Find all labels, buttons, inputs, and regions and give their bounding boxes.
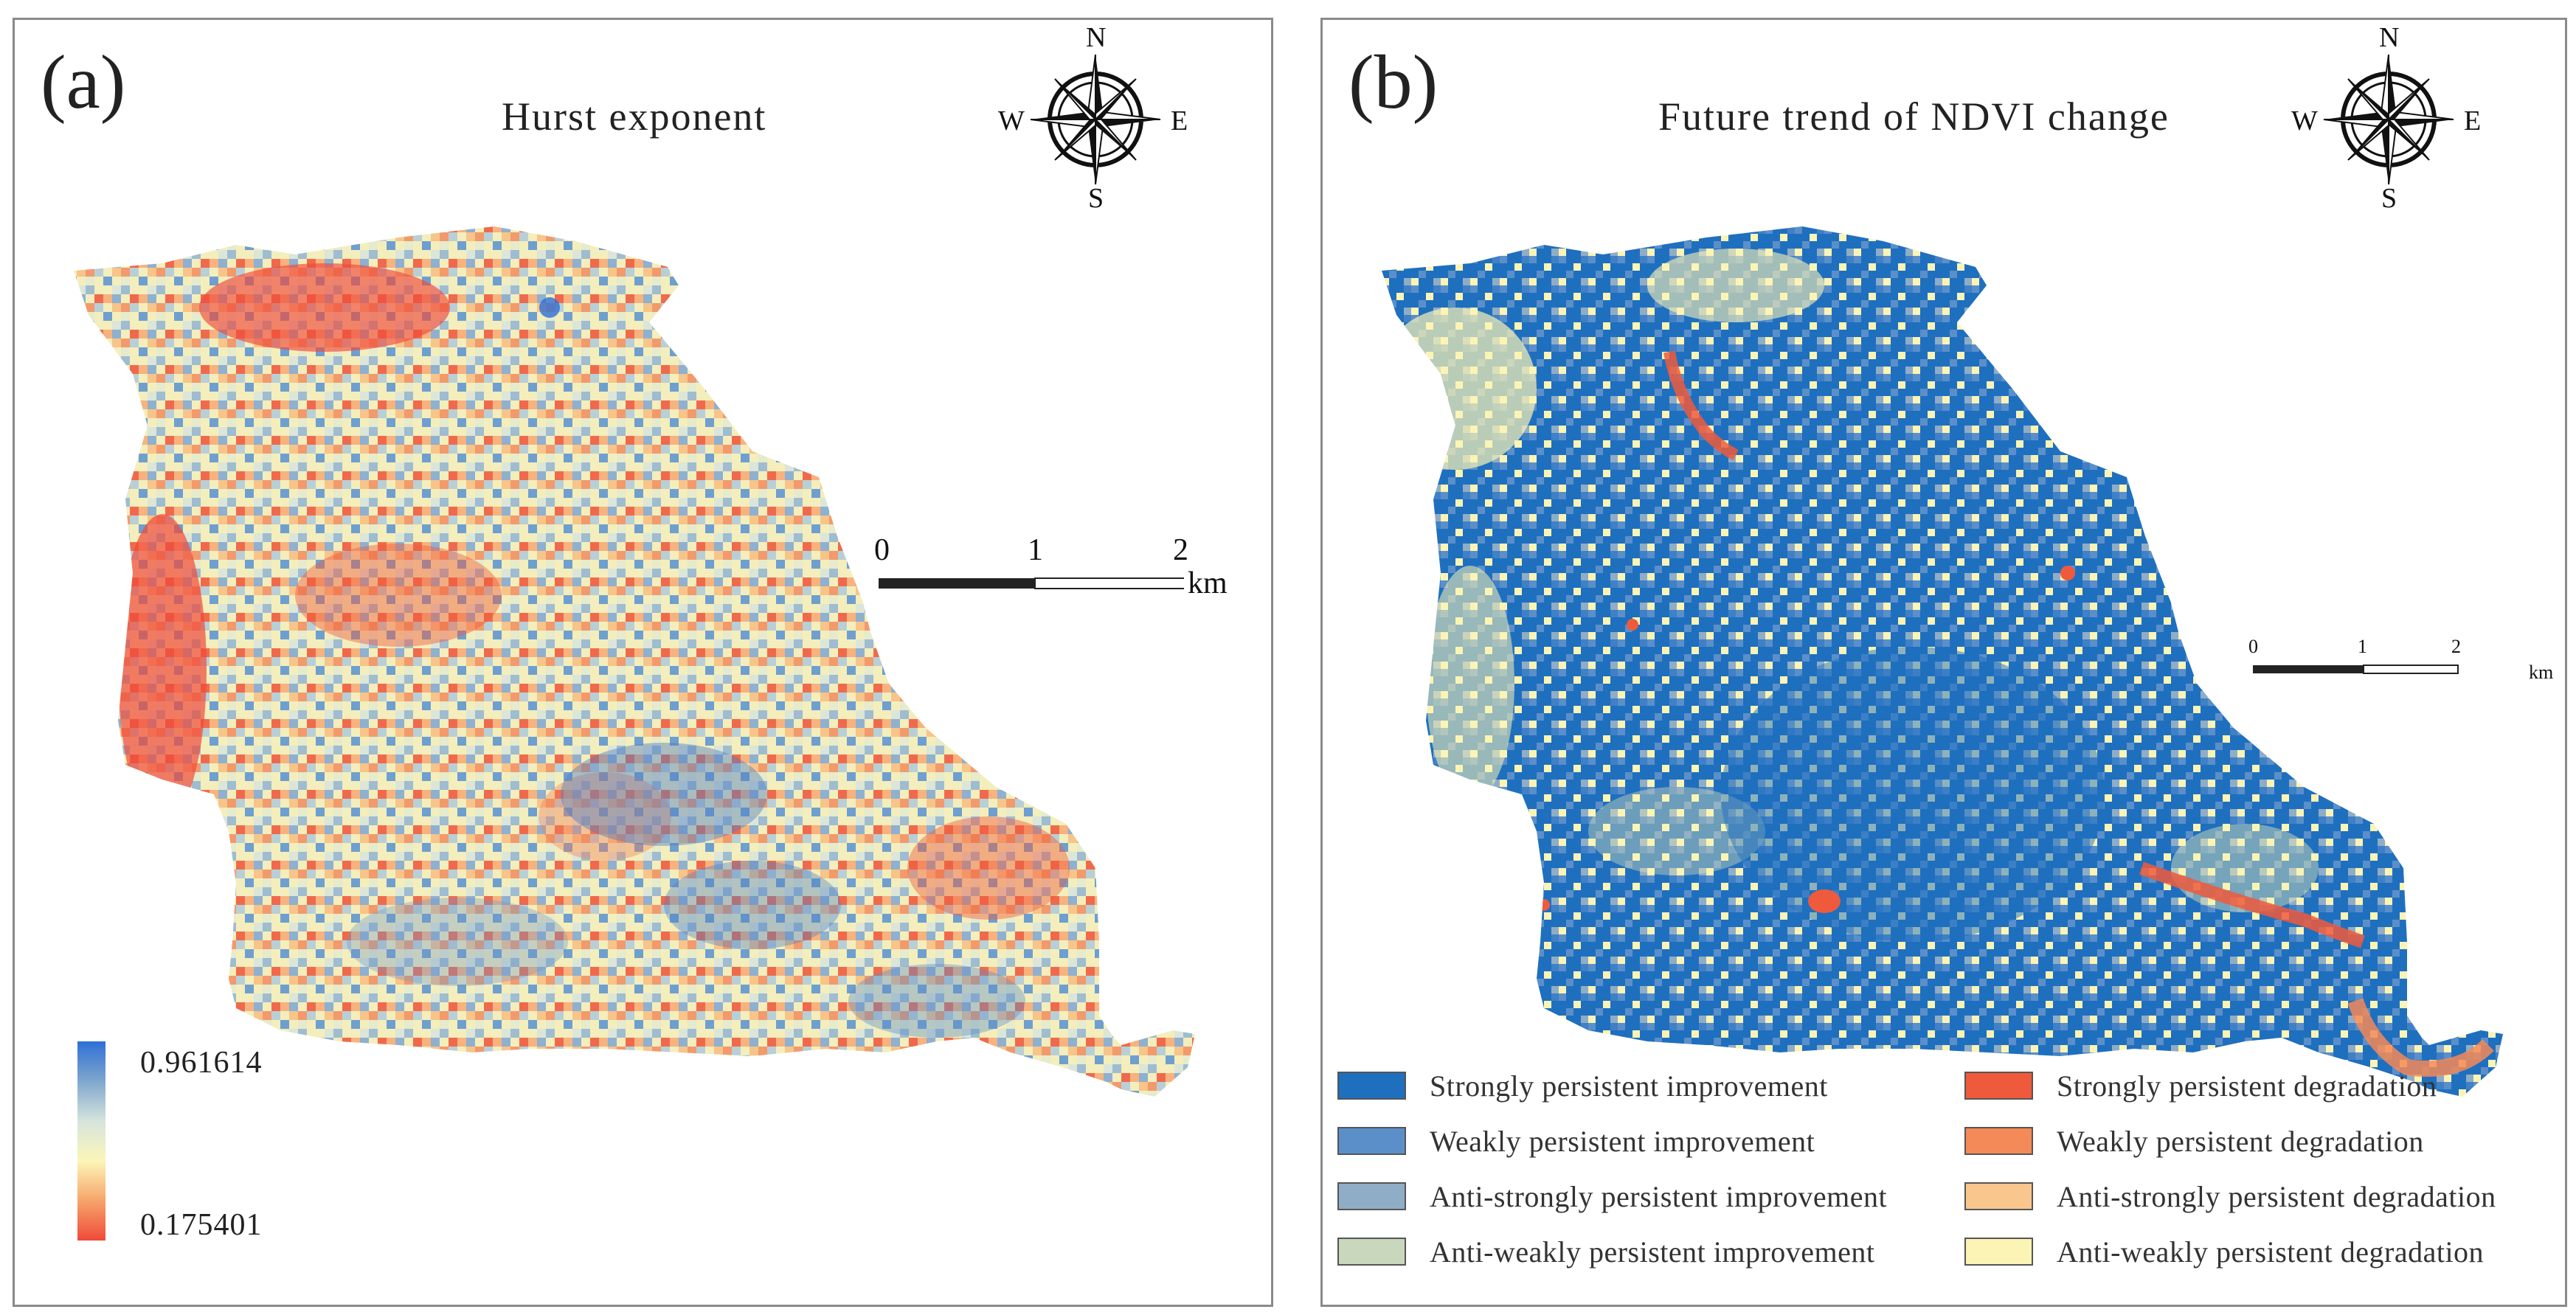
legend-swatch (1964, 1182, 2033, 1210)
legend-item: Weakly persistent improvement (1337, 1115, 1815, 1167)
legend-swatch (1337, 1127, 1406, 1155)
legend-swatch (1964, 1127, 2033, 1155)
legend-item: Strongly persistent degradation (1964, 1060, 2437, 1111)
legend-label: Anti-strongly persistent degradation (2057, 1179, 2496, 1213)
legend-label: Strongly persistent degradation (2057, 1069, 2437, 1103)
panel-a-letter: (a) (41, 40, 126, 125)
panel-a-hurst-exponent: (a) Hurst exponent N S W E (13, 18, 1273, 1307)
legend-swatch (1964, 1238, 2033, 1266)
legend-label: Weakly persistent improvement (1430, 1124, 1815, 1158)
legend-label: Weakly persistent degradation (2057, 1124, 2424, 1158)
panel-b-title: Future trend of NDVI change (1658, 94, 2170, 139)
legend-item: Anti-strongly persistent degradation (1964, 1170, 2496, 1222)
legend-item: Anti-weakly persistent degradation (1964, 1226, 2484, 1277)
legend-label: Anti-weakly persistent improvement (1430, 1235, 1875, 1269)
compass-south-label: S (2381, 183, 2397, 214)
compass-west-label: W (998, 105, 1025, 136)
compass-east-label: E (2464, 105, 2482, 136)
legend-item: Anti-weakly persistent improvement (1337, 1226, 1875, 1277)
legend-swatch (1337, 1182, 1406, 1210)
north-arrow-compass-icon: N S W E (2291, 22, 2481, 214)
panel-a-title: Hurst exponent (502, 94, 767, 139)
scale-bar-a: 0 1 2 (874, 532, 1192, 614)
colorbar-min-label: 0.175401 (140, 1208, 263, 1242)
legend-item: Anti-strongly persistent improvement (1337, 1170, 1887, 1222)
compass-east-label: E (1171, 105, 1188, 136)
compass-north-label: N (1086, 22, 1107, 53)
scale-tick-0: 0 (2248, 636, 2258, 657)
scale-tick-0: 0 (874, 533, 890, 567)
panel-b-letter: (b) (1348, 40, 1438, 125)
legend-label: Strongly persistent improvement (1430, 1069, 1828, 1103)
legend-swatch (1337, 1072, 1406, 1100)
legend-swatch (1964, 1072, 2033, 1100)
hurst-exponent-raster-map (74, 226, 1195, 1097)
legend-item: Strongly persistent improvement (1337, 1060, 1828, 1111)
north-arrow-compass-icon: N S W E (998, 22, 1188, 214)
scale-unit-b: km (2529, 662, 2554, 683)
legend-label: Anti-strongly persistent improvement (1430, 1179, 1888, 1213)
scale-tick-2: 2 (2451, 636, 2461, 657)
scale-bar-b: 0 1 2 (2248, 636, 2470, 695)
legend-label: Anti-weakly persistent degradation (2057, 1235, 2485, 1269)
compass-west-label: W (2291, 105, 2318, 136)
scale-unit-a: km (1188, 566, 1228, 600)
hurst-colorbar (77, 1041, 105, 1241)
compass-south-label: S (1088, 183, 1104, 214)
colorbar-max-label: 0.961614 (140, 1046, 263, 1080)
scale-tick-1: 1 (2358, 636, 2367, 657)
ndvi-trend-legend: Strongly persistent improvement Weakly p… (1337, 1060, 2562, 1296)
legend-item: Weakly persistent degradation (1964, 1115, 2424, 1167)
scale-tick-2: 2 (1173, 533, 1188, 567)
scale-tick-1: 1 (1028, 533, 1043, 567)
panel-b-future-ndvi-trend: (b) Future trend of NDVI change N S (1320, 18, 2567, 1307)
compass-north-label: N (2379, 22, 2400, 53)
legend-swatch (1337, 1238, 1406, 1266)
ndvi-trend-raster-map (1382, 226, 2503, 1097)
